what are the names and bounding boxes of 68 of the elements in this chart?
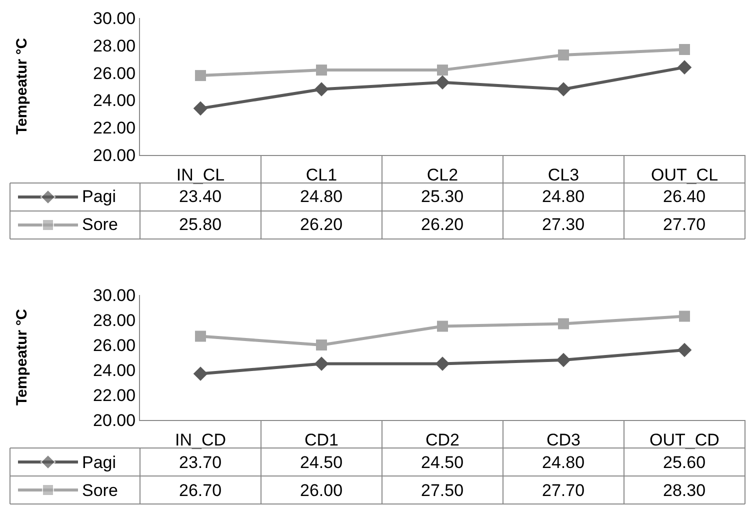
y-tick-label: 20.00	[93, 146, 136, 165]
y-tick-label: 30.00	[93, 286, 136, 305]
y-tick-label: 20.00	[93, 410, 136, 430]
data-label: 23.40	[179, 187, 222, 206]
point	[195, 330, 206, 342]
y-axis-title: Tempeatur °C	[14, 38, 30, 134]
point	[435, 75, 450, 90]
y-tick-label: 22.00	[93, 386, 136, 405]
point	[437, 64, 448, 76]
data-label: 26.20	[300, 215, 343, 234]
data-label: 24.80	[542, 453, 585, 472]
data-label: 26.00	[300, 481, 343, 500]
point	[314, 82, 329, 96]
data-label: 27.50	[421, 481, 464, 500]
x-tick-label: CL1	[306, 165, 338, 184]
data-label: 26.40	[663, 187, 706, 206]
y-tick-label: 22.00	[93, 118, 136, 138]
x-tick-label: OUT_CD	[650, 430, 720, 450]
point	[314, 356, 329, 371]
point	[193, 366, 208, 381]
point	[437, 320, 448, 332]
data-label: 24.50	[421, 453, 464, 472]
data-label: 24.80	[300, 187, 343, 206]
point	[556, 82, 571, 96]
data-label: 25.60	[663, 453, 706, 472]
y-tick-label: 26.00	[93, 64, 136, 83]
point	[316, 64, 327, 76]
y-tick-label: 26.00	[93, 336, 136, 355]
data-label: 26.70	[179, 481, 222, 500]
point	[195, 70, 206, 82]
data-label: 26.20	[421, 215, 464, 234]
y-tick-label: 28.00	[93, 310, 136, 330]
point	[556, 352, 571, 368]
x-tick-label: CD3	[546, 430, 581, 450]
point	[193, 101, 208, 116]
data-label: 23.70	[179, 453, 222, 472]
data-label: 27.70	[663, 215, 706, 234]
point	[558, 49, 569, 60]
point	[679, 44, 690, 56]
legend-label: Sore	[82, 215, 118, 234]
data-label: 24.50	[300, 453, 343, 472]
y-tick-label: 24.00	[93, 360, 136, 380]
x-tick-label: OUT_CL	[650, 165, 718, 184]
x-tick-label: CD1	[304, 430, 339, 450]
x-tick-label: IN_CD	[174, 430, 226, 450]
x-tick-label: CD2	[425, 430, 460, 450]
data-label: 25.30	[421, 187, 464, 206]
legend-label: Pagi	[82, 453, 116, 472]
point	[316, 340, 327, 350]
point	[677, 60, 692, 74]
point	[677, 342, 692, 358]
legend-label: Pagi	[82, 187, 116, 206]
y-tick-label: 28.00	[93, 36, 136, 56]
x-tick-label: IN_CL	[176, 165, 225, 184]
point	[558, 318, 569, 330]
point	[679, 310, 690, 322]
y-tick-label: 24.00	[93, 91, 136, 110]
x-tick-label: CL2	[426, 165, 458, 184]
data-label: 28.30	[663, 481, 706, 500]
data-label: 27.30	[542, 215, 585, 234]
data-label: 27.70	[542, 481, 585, 500]
y-axis-title: Tempeatur °C	[14, 308, 30, 406]
data-label: 24.80	[542, 187, 585, 206]
data-label: 25.80	[179, 215, 222, 234]
legend-label: Sore	[82, 481, 118, 500]
point	[435, 356, 450, 371]
x-tick-label: CL3	[548, 165, 580, 184]
y-tick-label: 30.00	[93, 8, 136, 28]
